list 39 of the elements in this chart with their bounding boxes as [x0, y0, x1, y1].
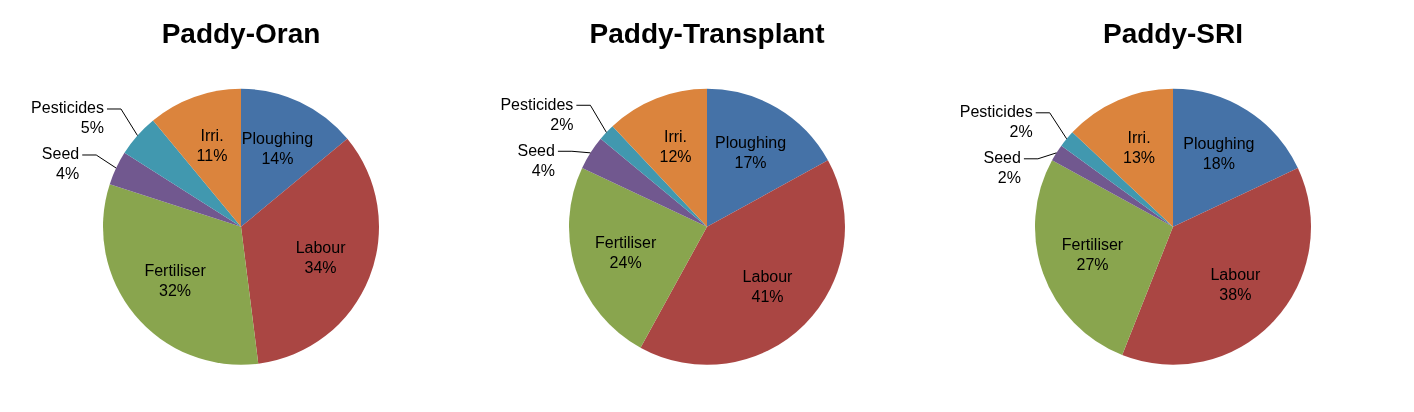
slice-label: Ploughing — [714, 133, 787, 151]
slice-label: Labour — [1210, 265, 1261, 283]
slice-label: Fertiliser — [144, 261, 207, 279]
data-label: 18% — [1202, 154, 1235, 172]
slice-label: Ploughing — [241, 129, 314, 147]
data-label: 12% — [659, 147, 692, 165]
data-label: 17% — [734, 153, 767, 171]
data-label: 34% — [304, 258, 337, 276]
slice-label: Irri. — [663, 127, 688, 145]
data-label: 2% — [550, 115, 574, 133]
slice-label: Labour — [295, 238, 347, 256]
data-label: 41% — [751, 287, 784, 305]
data-label: 11% — [196, 146, 228, 164]
data-label: 24% — [609, 253, 642, 271]
slice-label: Ploughing — [1183, 134, 1255, 152]
slice-label: Pesticides — [959, 103, 1033, 121]
data-label: 2% — [997, 169, 1021, 187]
chart-title: Paddy-Transplant — [589, 17, 825, 49]
data-label: 5% — [80, 119, 104, 137]
data-label: 38% — [1219, 285, 1252, 303]
data-label: 2% — [1009, 123, 1033, 141]
data-label: 32% — [159, 281, 192, 299]
slice-label: Labour — [742, 267, 794, 285]
slice-label: Pesticides — [31, 99, 104, 117]
data-label: 13% — [1123, 148, 1156, 166]
data-label: 14% — [261, 149, 294, 167]
slice-label: Pesticides — [500, 95, 574, 113]
slice-label: Seed — [41, 145, 80, 163]
slice-label: Fertiliser — [594, 233, 657, 251]
data-label: 4% — [56, 165, 80, 183]
slice-label: Irri. — [1127, 128, 1151, 146]
data-label: 27% — [1076, 256, 1109, 274]
slice-label: Irri. — [200, 126, 224, 144]
slice-label: Seed — [983, 149, 1021, 167]
slice-label: Seed — [517, 141, 555, 159]
chart-title: Paddy-Oran — [161, 17, 321, 49]
chart-title: Paddy-SRI — [1102, 17, 1244, 49]
data-label: 4% — [531, 161, 555, 179]
slice-label: Fertiliser — [1061, 236, 1124, 254]
